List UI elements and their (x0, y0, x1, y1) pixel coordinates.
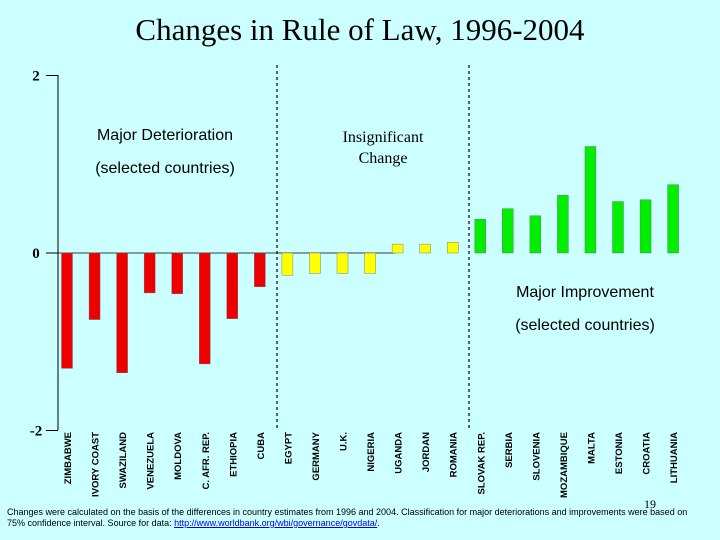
bar-jordan (419, 243, 431, 254)
bar-germany (309, 252, 321, 274)
bar-venezuela (143, 252, 156, 294)
category-label: JORDAN (421, 432, 432, 472)
category-label: CROATIA (642, 432, 653, 475)
category-label: ESTONIA (614, 432, 625, 474)
category-label: NIGERIA (366, 432, 377, 472)
bar-c-afr-rep (199, 252, 211, 365)
category-label: SLOVENIA (531, 432, 542, 481)
bar-uganda (391, 243, 404, 254)
y-tick-label: 2 (32, 69, 40, 85)
bar-malta (584, 146, 597, 254)
category-label: MOLDOVA (173, 432, 184, 480)
bar-u-k (336, 252, 349, 274)
bar-estonia (612, 201, 624, 254)
bar-ivory-coast (88, 252, 101, 320)
bar-moldova (171, 252, 183, 295)
bar-cuba (254, 252, 266, 287)
category-label: SLOVAK REP. (476, 432, 487, 494)
footnote: Changes were calculated on the basis of … (7, 507, 707, 529)
improvement-label: Major Improvement (516, 284, 654, 301)
category-label: EGYPT (283, 432, 294, 464)
bar-romania (447, 242, 459, 254)
bar-ethiopia (226, 252, 239, 319)
y-tick-label: 0 (32, 246, 40, 262)
bar-mozambique (557, 195, 569, 254)
category-label: LITHUANIA (669, 432, 680, 483)
category-label: C. AFR. REP. (201, 432, 212, 490)
deterioration-label: Major Deterioration (97, 127, 233, 144)
category-label: CUBA (256, 432, 267, 460)
footnote-text: Changes were calculated on the basis of … (7, 507, 688, 528)
category-label: VENEZUELA (146, 432, 157, 490)
deterioration-sublabel: (selected countries) (95, 160, 235, 177)
improvement-sublabel: (selected countries) (515, 317, 655, 334)
category-label: ETHIOPIA (228, 432, 239, 477)
category-label: U.K. (339, 432, 350, 451)
insignificant-sublabel: Change (359, 150, 408, 167)
bar-lithuania (667, 184, 679, 254)
bar-croatia (639, 199, 652, 254)
footnote-end: . (377, 518, 380, 528)
bar-nigeria (364, 252, 376, 274)
bar-serbia (502, 208, 514, 254)
y-tick-label: -2 (30, 424, 43, 440)
insignificant-label: Insignificant (343, 129, 424, 146)
source-link[interactable]: http://www.worldbank.org/wbi/governance/… (174, 518, 378, 528)
bar-slovak-rep (474, 219, 486, 254)
chart-title: Changes in Rule of Law, 1996-2004 (135, 12, 585, 47)
page-number: 19 (644, 497, 656, 511)
category-label: GERMANY (311, 431, 322, 480)
category-label: MOZAMBIQUE (559, 432, 570, 498)
bar-egypt (281, 252, 294, 276)
bar-slovenia (529, 215, 542, 254)
category-label: MALTA (586, 432, 597, 464)
bar-swaziland (116, 252, 128, 374)
category-label: UGANDA (394, 432, 405, 474)
category-label: SERBIA (504, 432, 515, 468)
category-label: IVORY COAST (91, 432, 102, 497)
category-label: ROMANIA (449, 432, 460, 478)
category-label: SWAZILAND (118, 432, 129, 489)
category-label: ZIMBABWE (63, 432, 74, 484)
bar-zimbabwe (61, 252, 73, 369)
